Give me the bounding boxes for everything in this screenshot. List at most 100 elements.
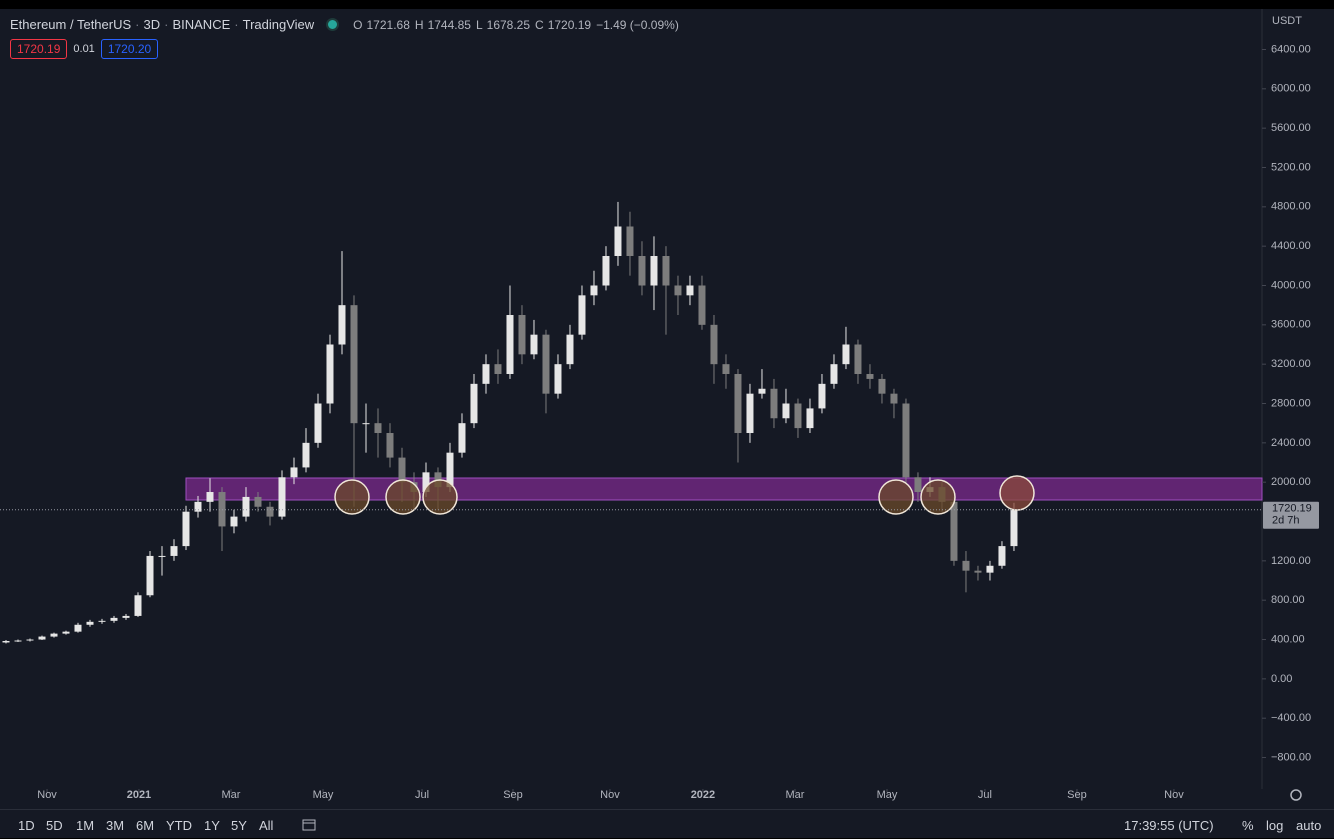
candle-body [62,631,70,634]
candle-body [974,570,982,573]
candle [554,354,562,399]
candle-body [962,560,970,571]
range-button[interactable]: 5D [46,818,63,833]
candle-body [866,374,874,379]
candle [242,487,250,522]
candle [782,388,790,424]
candle [230,509,238,534]
candle [494,349,502,384]
candle-body [650,255,658,286]
ohlc-value: 1744.85 [427,17,471,32]
candle-body [890,393,898,404]
candle [518,305,526,365]
range-button[interactable]: All [259,818,274,833]
candle-body [998,546,1006,566]
candle [290,457,298,485]
annotation-circle [334,479,370,515]
candle-body [470,383,478,424]
currency-label[interactable]: USDT [1272,15,1302,27]
candle-body [914,477,922,493]
candle [254,492,262,512]
candle-body [122,615,130,618]
x-tick-label: Nov [1164,789,1184,801]
ohlc-value: 1678.25 [486,17,531,32]
candle-body [230,516,238,527]
y-tick-label: 3600.00 [1271,319,1311,331]
spread: 0.01 [73,43,95,55]
interval: 3D [143,17,161,32]
candle-body [422,472,430,493]
candle [218,487,226,552]
sell-price[interactable]: 1720.19 [10,39,68,59]
candle [638,241,646,296]
candle [974,565,982,581]
candle-body [818,383,826,409]
candle-body [554,364,562,394]
candle-body [110,617,118,621]
candle-body [290,467,298,478]
candle-body [590,285,598,296]
candle [866,364,874,389]
range-button[interactable]: 1D [18,818,35,833]
candle [470,374,478,429]
candle-body [98,620,106,622]
exchange: BINANCE [172,17,231,32]
candle [854,339,862,384]
y-tick-label: 4000.00 [1271,279,1311,291]
percent-toggle[interactable]: % [1242,818,1254,833]
annotation-circle [422,479,458,515]
annotation-circle [999,475,1035,511]
candle [194,495,202,518]
y-tick-label: 2000.00 [1271,476,1311,488]
candle [86,619,94,627]
candle [770,378,778,429]
candle [614,201,622,266]
candle-body [902,403,910,478]
candle [590,270,598,306]
candle [626,211,634,276]
y-tick-label: 6400.00 [1271,43,1311,55]
candle [962,551,970,593]
candle [182,505,190,551]
x-tick-label: Jul [978,789,992,801]
candle-body [806,408,814,429]
candle-body [1010,509,1018,547]
y-tick-label: 400.00 [1271,633,1305,645]
range-button[interactable]: 3M [106,818,125,833]
y-tick-label: 0.00 [1271,673,1292,685]
candle [698,275,706,330]
candle-body [602,255,610,286]
candle [578,285,586,340]
candle-body [986,565,994,573]
candle-body [2,640,10,643]
annotation-circle [920,479,956,515]
x-tick-label: 2021 [127,789,151,801]
candle-body [14,640,22,642]
candle [950,496,958,566]
range-button[interactable]: YTD [166,818,192,833]
range-button[interactable]: 5Y [231,818,247,833]
range-button[interactable]: 1M [76,818,95,833]
candle-body [254,496,262,507]
y-tick-label: 6000.00 [1271,83,1311,95]
range-button[interactable]: 1Y [204,818,220,833]
settings-icon[interactable] [1290,789,1302,801]
x-tick-label: May [313,789,334,801]
y-tick-label: 5600.00 [1271,122,1311,134]
annotation-circle [878,479,914,515]
candle-body [794,403,802,429]
candle-body [446,452,454,488]
candle [14,639,22,642]
symbol: Ethereum / TetherUS [10,17,132,32]
candle [326,334,334,414]
range-button[interactable]: 6M [136,818,155,833]
date-range-icon[interactable] [302,818,316,832]
candle-body [662,255,670,286]
candle-body [170,546,178,556]
log-toggle[interactable]: log [1266,818,1284,833]
candle-body [74,624,82,632]
buy-price[interactable]: 1720.20 [100,39,159,59]
candle-body [950,501,958,561]
auto-toggle[interactable]: auto [1296,818,1322,833]
